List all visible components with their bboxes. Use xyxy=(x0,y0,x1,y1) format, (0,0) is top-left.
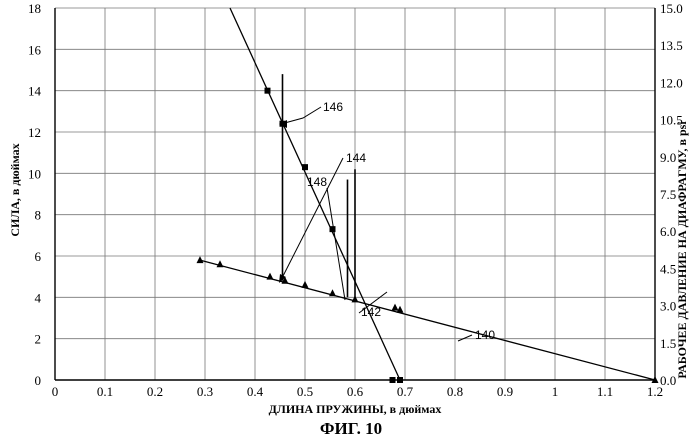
x-tick-label: 0.5 xyxy=(297,384,313,399)
series-140-point xyxy=(392,304,399,311)
x-tick-label: 0.6 xyxy=(347,384,364,399)
x-tick-label: 1 xyxy=(552,384,559,399)
leader-140 xyxy=(458,335,472,341)
y-left-tick-label: 2 xyxy=(35,332,42,347)
x-tick-label: 0.2 xyxy=(147,384,163,399)
y-left-tick-label: 4 xyxy=(35,290,42,305)
y-left-axis-title: СИЛА, в дюймах xyxy=(8,143,22,236)
ref-146: 146 xyxy=(323,100,343,114)
series-146-point xyxy=(265,88,271,94)
x-axis-title: ДЛИНА ПРУЖИНЫ, в дюймах xyxy=(269,402,442,416)
ref-148: 148 xyxy=(307,175,327,189)
y-right-tick-label: 6.0 xyxy=(660,224,676,239)
series-140-point xyxy=(217,260,224,267)
y-left-tick-label: 8 xyxy=(35,208,42,223)
x-tick-label: 0.4 xyxy=(247,384,264,399)
x-tick-label: 1.1 xyxy=(597,384,613,399)
x-tick-label: 0.1 xyxy=(97,384,113,399)
y-left-tick-label: 14 xyxy=(28,84,42,99)
ref-140: 140 xyxy=(475,328,495,342)
figure-caption: ФИГ. 10 xyxy=(320,419,382,438)
y-right-tick-label: 15.0 xyxy=(660,1,683,16)
series-140-point xyxy=(267,273,274,280)
series-146-point xyxy=(330,226,336,232)
y-left-tick-label: 12 xyxy=(28,125,41,140)
y-left-tick-label: 18 xyxy=(28,1,41,16)
y-right-tick-label: 1.5 xyxy=(660,336,676,351)
leader-148 xyxy=(327,188,345,300)
y-right-tick-label: 3.0 xyxy=(660,299,676,314)
ref-144: 144 xyxy=(346,151,366,165)
x-ticks: 00.10.20.30.40.50.60.70.80.911.11.2 xyxy=(52,384,663,399)
y-right-tick-label: 12.0 xyxy=(660,75,683,90)
y-left-tick-label: 10 xyxy=(28,166,41,181)
y-right-tick-label: 9.0 xyxy=(660,150,676,165)
x-tick-label: 0.7 xyxy=(397,384,414,399)
series-146-line xyxy=(230,8,400,380)
series-140-point xyxy=(329,289,336,296)
y-left-tick-label: 6 xyxy=(35,249,42,264)
x-tick-label: 0.8 xyxy=(447,384,463,399)
y-left-ticks: 0 2 4 6 8 10 12 14 16 18 xyxy=(28,1,42,388)
y-right-tick-label: 13.5 xyxy=(660,38,683,53)
x-tick-label: 0.3 xyxy=(197,384,213,399)
y-left-tick-label: 16 xyxy=(28,42,42,57)
series-146-point xyxy=(390,377,396,383)
y-left-tick-label: 0 xyxy=(35,373,42,388)
y-right-axis-title: РАБОЧЕЕ ДАВЛЕНИЕ НА ДИАФРАГМУ, в psi xyxy=(675,121,689,379)
y-right-tick-label: 7.5 xyxy=(660,187,676,202)
y-right-tick-label: 4.5 xyxy=(660,261,676,276)
series-layer xyxy=(197,8,659,383)
series-140-point xyxy=(197,256,204,263)
x-tick-label: 0 xyxy=(52,384,59,399)
series-146-point xyxy=(302,164,308,170)
x-tick-label: 0.9 xyxy=(497,384,513,399)
series-140-point xyxy=(302,281,309,288)
y-right-tick-label: 0.0 xyxy=(660,373,676,388)
series-146-point xyxy=(397,377,403,383)
ref-142: 142 xyxy=(361,305,381,319)
